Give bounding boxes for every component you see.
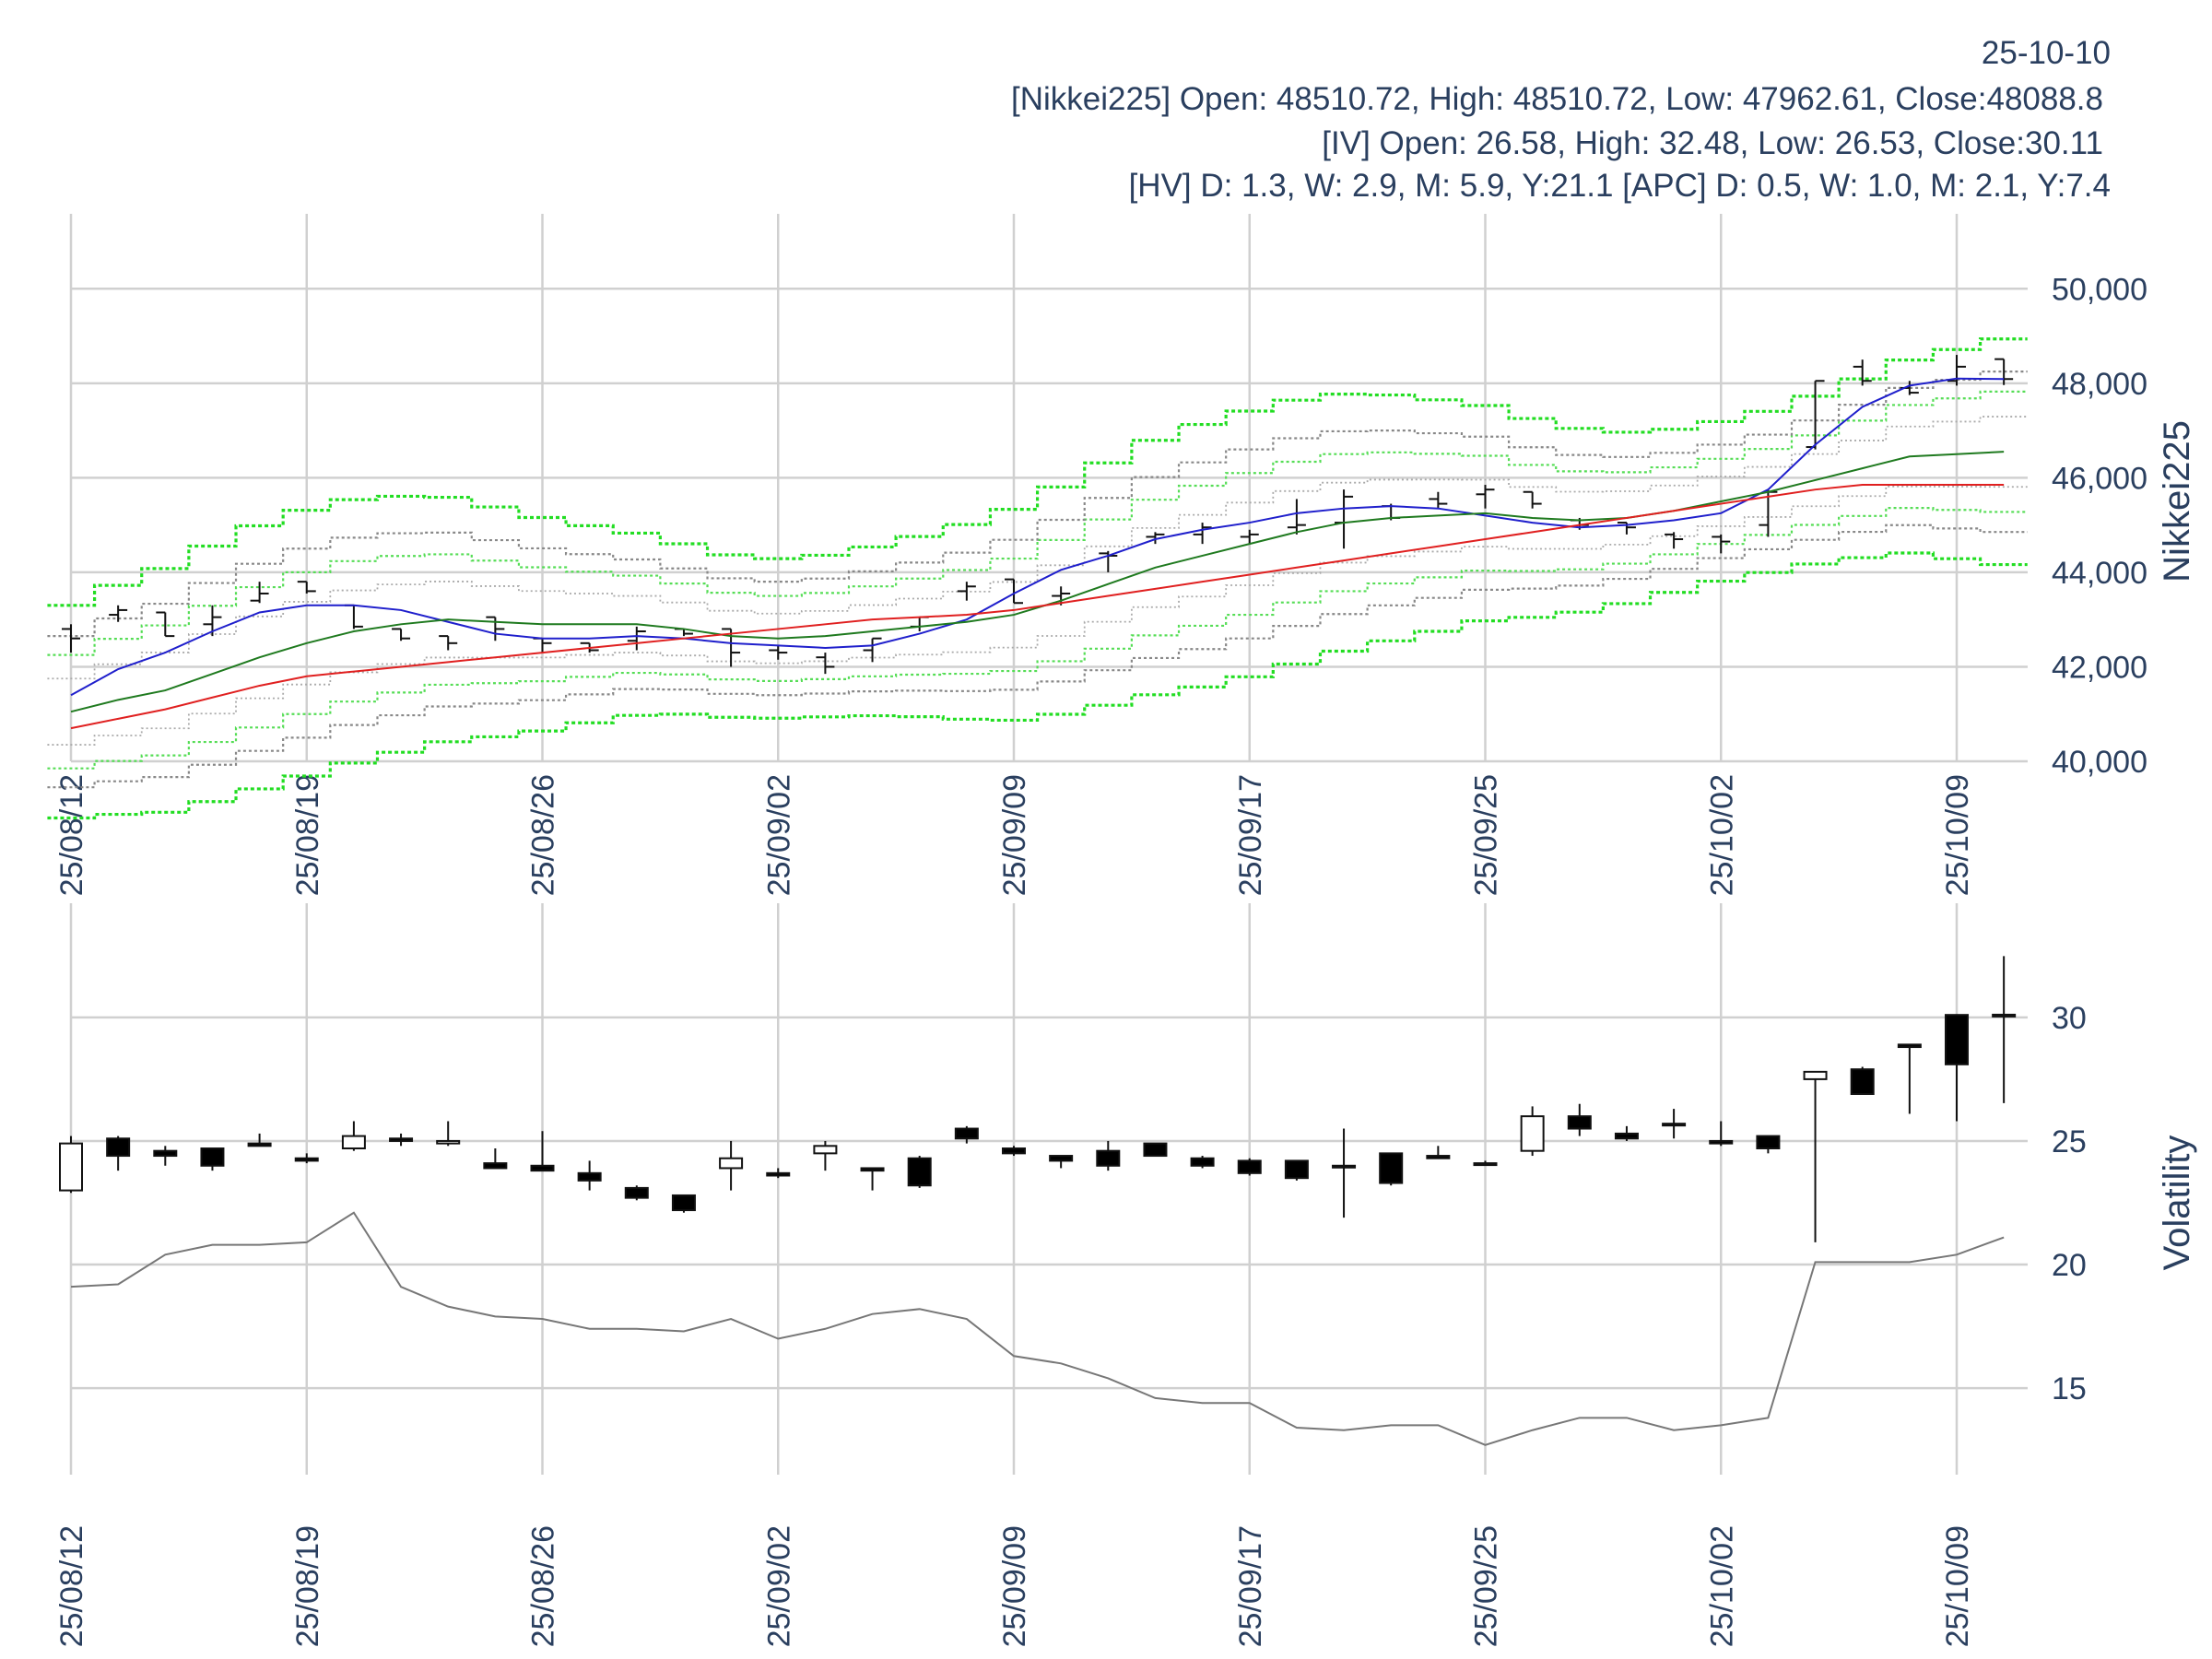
price-ytick-label: 44,000 bbox=[2052, 556, 2147, 591]
band-green-inner-lower bbox=[47, 507, 2028, 770]
series-line-ma75 bbox=[70, 484, 2005, 730]
candle-body bbox=[1096, 1149, 1121, 1167]
candle-body bbox=[1426, 1155, 1451, 1159]
candle-body bbox=[1803, 1070, 1828, 1080]
band-grey-outer-lower bbox=[47, 524, 2028, 789]
candle-body bbox=[954, 1127, 979, 1140]
price-ytick-label: 48,000 bbox=[2052, 367, 2147, 402]
band-layer bbox=[47, 337, 2028, 820]
band-grey-outer-upper bbox=[47, 371, 2028, 638]
price-xtick-label: 25/09/09 bbox=[997, 774, 1032, 896]
price-xtick-label: 25/09/02 bbox=[761, 774, 796, 896]
band-grey-inner-lower bbox=[47, 485, 2028, 746]
price-ytick-label: 42,000 bbox=[2052, 650, 2147, 685]
candle-body bbox=[624, 1186, 649, 1199]
volatility-ytick-label: 20 bbox=[2052, 1248, 2087, 1283]
price-xtick-label: 25/10/09 bbox=[1940, 774, 1975, 896]
candle-body bbox=[719, 1157, 744, 1170]
candle-body bbox=[1897, 1043, 1922, 1049]
candle-body bbox=[389, 1137, 414, 1142]
price-xtick-label: 25/10/02 bbox=[1704, 774, 1739, 896]
candle-body bbox=[106, 1137, 131, 1158]
candle-body bbox=[1473, 1162, 1498, 1167]
candle-body bbox=[671, 1194, 696, 1212]
candle-body bbox=[1284, 1159, 1309, 1180]
candle-body bbox=[1709, 1139, 1734, 1145]
volatility-ytick-label: 30 bbox=[2052, 1001, 2087, 1036]
band-green-inner-upper bbox=[47, 390, 2028, 656]
candle-body bbox=[1945, 1014, 1969, 1065]
price-axis-title: Nikkei225 bbox=[2157, 420, 2197, 582]
candle-body bbox=[766, 1171, 791, 1177]
header-date: 25-10-10 bbox=[1981, 35, 2111, 71]
candle-body bbox=[907, 1157, 932, 1187]
candle-body bbox=[59, 1142, 83, 1192]
price-ytick-label: 50,000 bbox=[2052, 272, 2147, 307]
candle-body bbox=[1756, 1135, 1781, 1150]
series-line-ma5 bbox=[70, 377, 2005, 697]
candle-body bbox=[1662, 1123, 1687, 1127]
volatility-xtick-label: 25/08/12 bbox=[54, 1525, 89, 1647]
header-nikkei-ohlc: [Nikkei225] Open: 48510.72, High: 48510.… bbox=[1010, 81, 2103, 117]
price-ytick-label: 40,000 bbox=[2052, 745, 2147, 780]
volatility-xtick-label: 25/09/02 bbox=[761, 1525, 796, 1647]
candle-body bbox=[1992, 1013, 2017, 1018]
candle-body bbox=[1237, 1159, 1262, 1174]
price-xtick-label: 25/09/17 bbox=[1233, 774, 1268, 896]
band-green-outer-upper bbox=[47, 337, 2028, 607]
candle-body bbox=[530, 1164, 555, 1172]
volatility-xtick-label: 25/08/19 bbox=[290, 1525, 325, 1647]
volatility-xtick-label: 25/09/17 bbox=[1233, 1525, 1268, 1647]
volatility-xtick-label: 25/09/25 bbox=[1469, 1525, 1504, 1647]
candle-body bbox=[1567, 1115, 1592, 1130]
price-xtick-label: 25/08/26 bbox=[526, 774, 561, 896]
candle-body bbox=[1520, 1115, 1545, 1152]
candle-body bbox=[483, 1162, 508, 1170]
candle-body bbox=[200, 1147, 225, 1167]
header-hv-apc: [HV] D: 1.3, W: 2.9, M: 5.9, Y:21.1 [APC… bbox=[1128, 168, 2111, 204]
band-green-outer-lower bbox=[47, 551, 2028, 820]
header-iv-ohlc: [IV] Open: 26.58, High: 32.48, Low: 26.5… bbox=[1322, 125, 2103, 161]
candle-body bbox=[436, 1139, 461, 1145]
candle-body bbox=[1143, 1142, 1168, 1158]
candle-body bbox=[1850, 1068, 1875, 1095]
series-line-hv bbox=[70, 1211, 2005, 1446]
candle-body bbox=[577, 1171, 602, 1182]
candle-body bbox=[1614, 1132, 1639, 1140]
volatility-xtick-label: 25/10/02 bbox=[1704, 1525, 1739, 1647]
candle-body bbox=[1049, 1155, 1074, 1162]
candle-body bbox=[1379, 1152, 1404, 1184]
volatility-axis-title: Volatility bbox=[2157, 1135, 2197, 1271]
candle-body bbox=[341, 1135, 366, 1150]
candle-body bbox=[294, 1157, 319, 1162]
volatility-xtick-label: 25/08/26 bbox=[526, 1525, 561, 1647]
price-xtick-label: 25/09/25 bbox=[1469, 774, 1504, 896]
price-ytick-label: 46,000 bbox=[2052, 461, 2147, 496]
candle-layer bbox=[59, 956, 2017, 1242]
volatility-xtick-label: 25/09/09 bbox=[997, 1525, 1032, 1647]
candle-body bbox=[1190, 1157, 1215, 1167]
price-xtick-label: 25/08/19 bbox=[290, 774, 325, 896]
candle-body bbox=[860, 1167, 885, 1172]
candle-body bbox=[153, 1149, 178, 1158]
candle-body bbox=[1332, 1164, 1357, 1169]
candle-body bbox=[247, 1142, 272, 1147]
price-xtick-label: 25/08/12 bbox=[54, 774, 89, 896]
candle-body bbox=[813, 1145, 838, 1155]
volatility-xtick-label: 25/10/09 bbox=[1940, 1525, 1975, 1647]
volatility-ytick-label: 15 bbox=[2052, 1371, 2087, 1406]
candle-body bbox=[1002, 1147, 1026, 1155]
volatility-ytick-label: 25 bbox=[2052, 1124, 2087, 1159]
